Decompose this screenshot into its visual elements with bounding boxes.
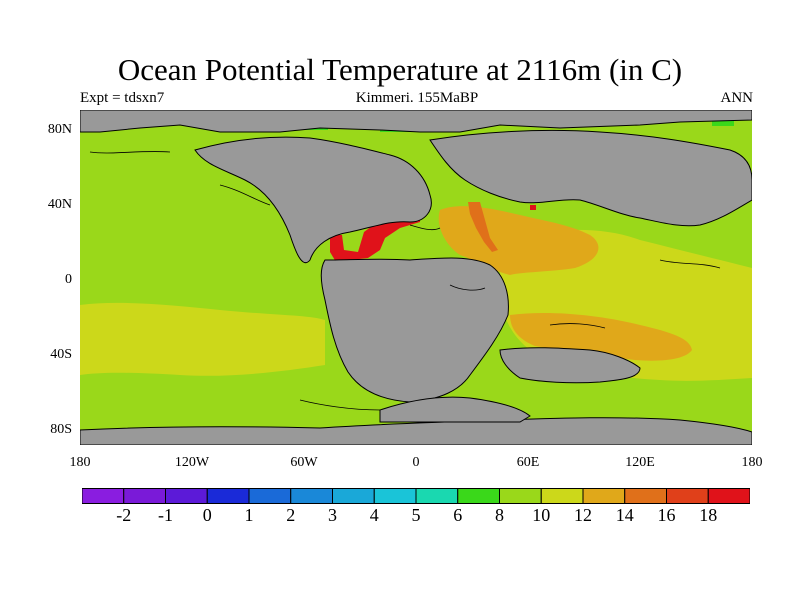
period-label: Kimmeri. 155MaBP	[355, 90, 479, 106]
gulf-red-region	[330, 210, 420, 262]
colorbar-swatch	[373, 488, 417, 504]
gondwana-east	[499, 347, 641, 384]
arctic-land	[80, 110, 752, 133]
colorbar-swatch	[540, 488, 584, 504]
colorbar	[82, 488, 750, 504]
colorbar-swatch	[206, 488, 250, 504]
gulf-red-patch	[530, 205, 536, 210]
x-tick-label: 180	[69, 455, 91, 470]
colorbar-label: 1	[244, 505, 254, 525]
map-title: Ocean Potential Temperature at 2116m (in…	[117, 52, 683, 87]
colorbar-swatch	[415, 488, 459, 504]
arctic-patch-4	[712, 118, 734, 126]
south-pacific-warm-band	[80, 302, 325, 376]
season-label: ANN	[720, 90, 754, 106]
colorbar-label: 6	[453, 505, 463, 525]
colorbar-label: 10	[532, 505, 551, 525]
x-tick-label: 120W	[174, 455, 210, 470]
colorbar-label: -2	[116, 505, 132, 525]
colorbar-swatch	[499, 488, 542, 504]
colorbar-swatch	[707, 488, 750, 504]
colorbar-label: -1	[158, 505, 173, 525]
coastlines	[89, 151, 721, 411]
colorbar-swatch	[123, 488, 166, 504]
colorbar-swatch	[248, 488, 292, 504]
colorbar-label: 8	[495, 505, 504, 525]
colorbar-label: 14	[615, 505, 634, 525]
y-tick-label: 80S	[50, 422, 72, 437]
continents	[80, 110, 752, 445]
y-tick-label: 40S	[50, 347, 72, 362]
colorbar-swatch	[457, 488, 500, 504]
x-tick-label: 60W	[290, 455, 318, 470]
x-tick-label: 0	[412, 455, 420, 470]
colorbar-label: 0	[202, 505, 212, 525]
experiment-label: Expt = tdsxn7	[80, 90, 165, 106]
x-tick-label: 60E	[516, 455, 540, 470]
colorbar-swatch	[624, 488, 667, 504]
laurasia-east	[429, 129, 752, 227]
antarctic-shelf	[379, 396, 531, 423]
x-tick-label: 120E	[625, 455, 655, 470]
y-tick-label: 40N	[47, 197, 72, 212]
colorbar-label: 4	[369, 505, 379, 525]
colorbar-swatch	[290, 488, 333, 504]
colorbar-label: 16	[657, 505, 676, 525]
x-tick-label: 180	[741, 455, 763, 470]
colorbar-swatch	[82, 488, 125, 504]
gondwana-west	[320, 257, 509, 403]
laurasia-west	[194, 136, 432, 263]
colorbar-swatch	[666, 488, 709, 504]
colorbar-swatch	[165, 488, 208, 504]
map-plot-area	[80, 110, 752, 445]
tethys-margin-orange	[468, 202, 498, 252]
map-svg	[80, 110, 752, 445]
y-tick-label: 80N	[47, 122, 72, 137]
colorbar-label: 12	[574, 505, 592, 525]
colorbar-label: 2	[286, 505, 296, 525]
colorbar-swatch	[332, 488, 375, 504]
colorbar-label: 18	[699, 505, 718, 525]
colorbar-label: 5	[411, 505, 421, 525]
colorbar-swatch	[582, 488, 626, 504]
y-tick-label: 0	[65, 272, 72, 287]
colorbar-label: 3	[328, 505, 337, 525]
